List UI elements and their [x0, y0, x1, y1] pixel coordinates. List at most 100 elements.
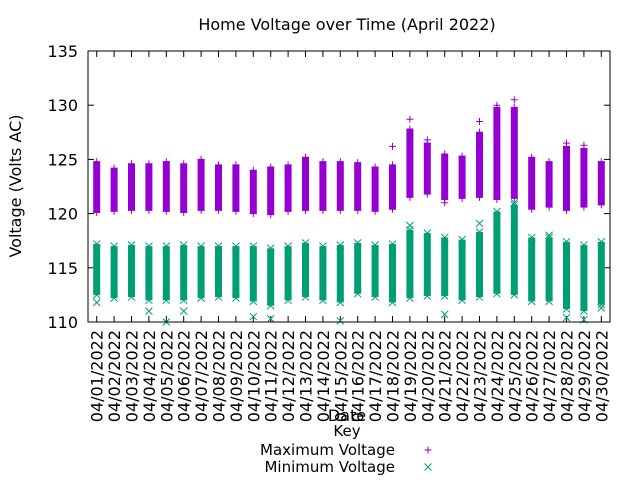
max-voltage-range: [458, 156, 466, 199]
min-voltage-point: [353, 289, 362, 298]
max-voltage-point: [545, 158, 553, 166]
max-voltage-range: [284, 164, 292, 212]
max-voltage-point: [354, 159, 362, 167]
y-tick-label: 125: [47, 150, 78, 169]
legend-title: Key: [333, 422, 360, 440]
min-voltage-point: [145, 296, 153, 305]
max-voltage-point: [563, 206, 570, 214]
min-voltage-range: [545, 237, 553, 302]
min-voltage-point: [336, 241, 345, 249]
max-voltage-point: [180, 160, 188, 168]
min-voltage-point: [110, 242, 118, 250]
min-voltage-point: [440, 233, 449, 242]
max-voltage-point: [458, 194, 466, 202]
max-voltage-range: [528, 157, 536, 210]
max-voltage-range: [145, 163, 153, 211]
max-voltage-point: [319, 206, 327, 214]
min-voltage-range: [302, 242, 309, 298]
max-voltage-point: [580, 203, 588, 211]
max-voltage-point: [441, 150, 449, 158]
min-voltage-range: [441, 237, 449, 296]
max-voltage-point: [145, 160, 153, 168]
min-voltage-range: [406, 229, 414, 299]
chart-title: Home Voltage over Time (April 2022): [198, 15, 495, 34]
max-voltage-point: [302, 206, 309, 214]
max-voltage-point: [162, 207, 170, 215]
min-voltage-outlier: [336, 317, 345, 325]
min-voltage-point: [92, 240, 101, 248]
max-voltage-point: [476, 193, 483, 201]
x-tick-label: 04/29/2022: [575, 330, 594, 422]
min-voltage-point: [162, 296, 171, 305]
min-voltage-outlier: [545, 231, 553, 240]
max-voltage-point: [510, 103, 518, 111]
x-tick-label: 04/27/2022: [540, 330, 559, 422]
x-tick-label: 04/19/2022: [401, 330, 420, 422]
min-voltage-point: [179, 241, 188, 249]
x-tick-label: 04/08/2022: [210, 330, 229, 422]
x-tick-label: 04/01/2022: [88, 330, 107, 422]
min-voltage-point: [319, 296, 327, 305]
max-voltage-point: [458, 152, 466, 160]
max-voltage-point: [215, 206, 222, 214]
max-voltage-point: [267, 163, 275, 171]
max-voltage-range: [597, 161, 605, 205]
max-voltage-point: [423, 190, 431, 198]
max-voltage-point: [128, 160, 135, 168]
min-voltage-range: [215, 246, 222, 298]
x-tick-label: 04/20/2022: [418, 330, 437, 422]
max-voltage-point: [597, 201, 605, 209]
max-voltage-point: [197, 206, 205, 214]
min-voltage-point: [406, 294, 414, 303]
x-tick-label: 04/24/2022: [488, 330, 507, 422]
min-voltage-outlier: [266, 314, 275, 323]
min-voltage-point: [127, 293, 136, 301]
max-voltage-range: [493, 107, 501, 200]
max-voltage-range: [389, 164, 396, 210]
max-voltage-range: [319, 161, 327, 211]
min-voltage-point: [475, 228, 484, 236]
min-voltage-point: [562, 237, 571, 246]
max-voltage-point: [145, 206, 153, 214]
min-voltage-point: [388, 298, 397, 307]
max-voltage-range: [563, 146, 570, 211]
min-voltage-point: [249, 297, 258, 306]
max-voltage-range: [93, 161, 101, 213]
min-voltage-outlier: [249, 312, 258, 321]
max-voltage-point: [528, 205, 536, 213]
min-voltage-point: [388, 240, 397, 248]
min-voltage-range: [510, 204, 518, 295]
y-tick-label: 115: [47, 259, 78, 278]
min-voltage-range: [371, 245, 379, 298]
max-voltage-range: [232, 164, 240, 212]
max-voltage-range: [249, 170, 257, 214]
min-voltage-range: [336, 245, 344, 303]
max-voltage-point: [336, 206, 344, 214]
max-voltage-point: [336, 158, 344, 166]
min-voltage-point: [545, 233, 553, 242]
min-voltage-point: [162, 242, 171, 250]
min-voltage-point: [353, 239, 362, 247]
max-voltage-point: [371, 207, 379, 215]
min-voltage-outlier: [440, 310, 449, 319]
max-voltage-range: [441, 153, 449, 200]
max-voltage-point: [545, 203, 553, 211]
x-tick-label: 04/02/2022: [105, 330, 124, 422]
min-voltage-point: [493, 207, 501, 216]
x-tick-label: 04/16/2022: [349, 330, 368, 422]
min-voltage-point: [336, 298, 345, 307]
min-voltage-range: [232, 246, 240, 299]
max-voltage-range: [110, 168, 118, 212]
min-voltage-point: [458, 235, 466, 244]
max-voltage-point: [110, 164, 118, 172]
x-tick-label: 04/11/2022: [262, 330, 281, 422]
max-voltage-point: [597, 158, 605, 166]
max-voltage-point: [215, 161, 222, 169]
max-voltage-point: [476, 128, 483, 136]
x-tick-label: 04/26/2022: [523, 330, 542, 422]
min-voltage-range: [249, 246, 257, 302]
min-voltage-point: [301, 293, 310, 301]
min-voltage-range: [197, 246, 205, 299]
min-voltage-range: [580, 245, 588, 312]
